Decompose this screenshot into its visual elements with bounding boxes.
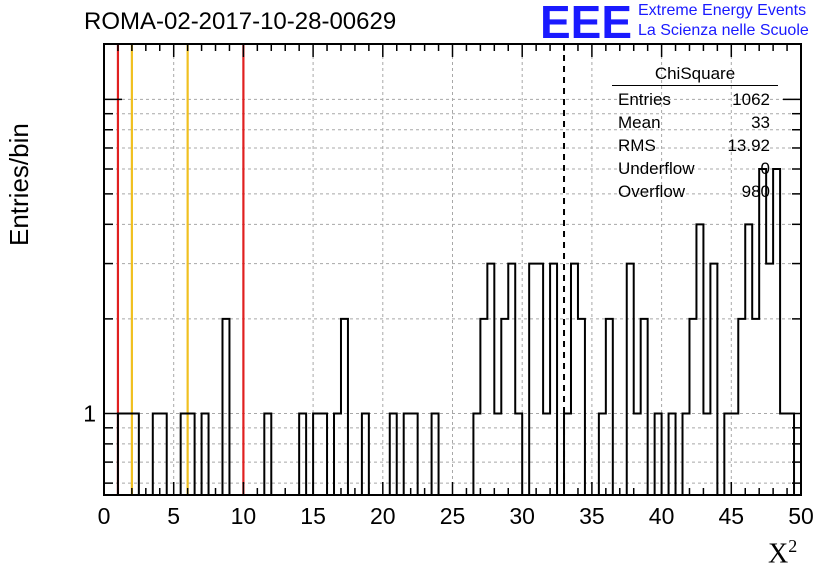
stats-row-rms: RMS 13.92 (612, 134, 778, 157)
x-tick-label: 10 (231, 503, 257, 529)
stats-row-underflow: Underflow 0 (612, 157, 778, 180)
stats-label: Entries (618, 90, 671, 109)
y-tick-label: 1 (83, 400, 96, 426)
axis-tick-labels: 0 5 10 15 20 25 30 35 40 45 50 1 (83, 400, 814, 529)
x-axis-label-superscript: 2 (788, 536, 798, 556)
x-axis-label: X2 (768, 536, 797, 570)
x-tick-label: 25 (440, 503, 466, 529)
x-tick-label: 35 (579, 503, 605, 529)
stats-box: ChiSquare Entries 1062 Mean 33 RMS 13.92… (612, 64, 778, 203)
stats-value: 0 (760, 159, 770, 178)
x-tick-label: 0 (98, 503, 111, 529)
histogram-outline (116, 168, 796, 495)
stats-row-overflow: Overflow 980 (612, 180, 778, 203)
stats-value: 980 (741, 182, 770, 201)
x-tick-label: 45 (719, 503, 745, 529)
stats-label: RMS (618, 136, 656, 155)
x-axis-label-base: X (768, 538, 789, 570)
stats-label: Underflow (618, 159, 695, 178)
stats-value: 33 (751, 113, 770, 132)
x-tick-label: 30 (509, 503, 535, 529)
run-title: ROMA-02-2017-10-28-00629 (84, 8, 397, 35)
x-tick-label: 15 (300, 503, 326, 529)
stats-value: 1062 (732, 90, 770, 109)
logo-line-1: Extreme Energy Events (638, 2, 807, 19)
eee-logo-icon: EEE (540, 2, 632, 42)
grid-lines (104, 44, 801, 495)
logo-line-2: La Scienza nelle Scuole (638, 22, 809, 39)
stats-row-entries: Entries 1062 (612, 88, 778, 111)
svg-text:EEE: EEE (540, 2, 632, 42)
x-tick-label: 20 (370, 503, 396, 529)
x-tick-label: 40 (649, 503, 675, 529)
stats-label: Mean (618, 113, 661, 132)
stats-title: ChiSquare (612, 64, 778, 86)
x-tick-label: 5 (167, 503, 180, 529)
axis-ticks (103, 44, 802, 495)
x-tick-label: 50 (788, 503, 814, 529)
stats-row-mean: Mean 33 (612, 111, 778, 134)
y-axis-label: Entries/bin (4, 123, 34, 246)
stats-value: 13.92 (727, 136, 770, 155)
stats-label: Overflow (618, 182, 686, 201)
